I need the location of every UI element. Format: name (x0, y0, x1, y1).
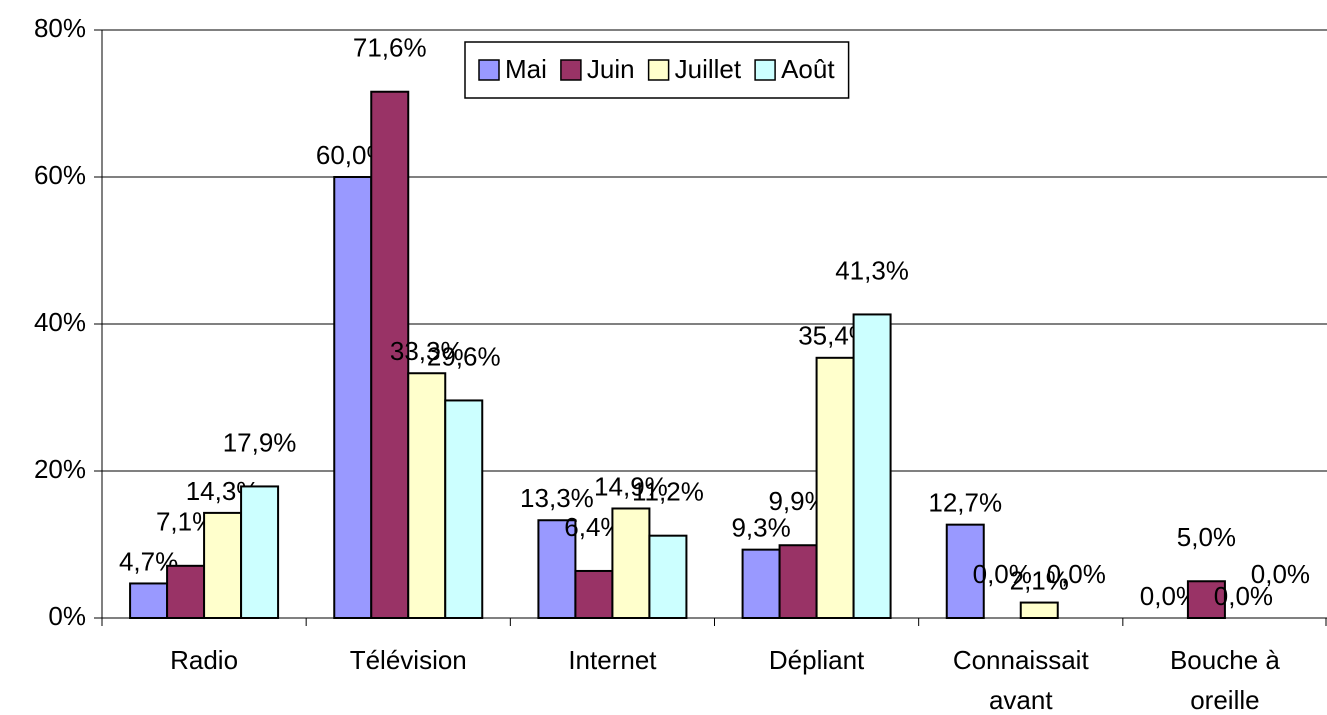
legend-label: Mai (505, 54, 547, 84)
x-tick-label: Internet (568, 645, 657, 675)
data-label: 41,3% (835, 255, 909, 285)
bar (945, 523, 985, 620)
data-label: 14,9% (594, 471, 668, 501)
bar (166, 564, 206, 620)
y-tick-label: 60% (34, 160, 86, 190)
legend-swatch (647, 59, 670, 81)
x-tick-label: oreille (1190, 685, 1259, 715)
data-label: 2,1% (1010, 565, 1069, 595)
bar (574, 569, 614, 620)
data-label: 17,9% (223, 427, 297, 457)
data-label: 0,0% (1251, 559, 1310, 589)
legend-label: Juin (587, 54, 635, 84)
x-tick-label: avant (989, 685, 1053, 715)
legend-swatch (478, 59, 500, 81)
x-tick-label: Dépliant (769, 645, 865, 675)
data-label: 5,0% (1177, 522, 1236, 552)
data-label: 11,2% (632, 477, 704, 507)
data-label: 0,0% (1214, 581, 1273, 611)
bar (778, 544, 818, 619)
y-tick-label: 40% (34, 307, 86, 337)
y-tick-label: 0% (48, 601, 86, 631)
y-tick-label: 20% (34, 454, 86, 484)
legend-swatch (560, 59, 582, 81)
legend-label: Août (781, 54, 835, 84)
bar (407, 372, 447, 619)
data-label: 0,0% (973, 559, 1032, 589)
data-label: 13,3% (520, 483, 594, 513)
bar (370, 90, 410, 620)
bar (240, 485, 280, 619)
bar (741, 548, 781, 620)
data-label: 9,3% (731, 513, 790, 543)
bar (333, 176, 373, 619)
y-tick-label: 80% (34, 13, 86, 43)
data-label: 71,6% (353, 33, 427, 63)
x-tick-label: Radio (170, 645, 238, 675)
bar (444, 399, 484, 619)
bar (815, 356, 855, 619)
bar (1186, 580, 1226, 619)
x-tick-label: Télévision (350, 645, 467, 675)
data-label: 29,6% (427, 341, 501, 371)
bar (537, 519, 577, 619)
legend-label: Juillet (675, 54, 742, 84)
legend-swatch (754, 59, 776, 81)
bar (648, 534, 688, 619)
bar (611, 507, 651, 619)
x-tick-label: Bouche à (1170, 645, 1280, 675)
data-label: 12,7% (928, 488, 1002, 518)
data-label: 33,3% (390, 336, 464, 366)
bar (1019, 601, 1059, 620)
x-tick-label: Connaissait (953, 645, 1090, 675)
bar (203, 511, 243, 620)
bar (129, 582, 169, 620)
data-label: 0,0% (1047, 559, 1106, 589)
bar (852, 313, 892, 619)
